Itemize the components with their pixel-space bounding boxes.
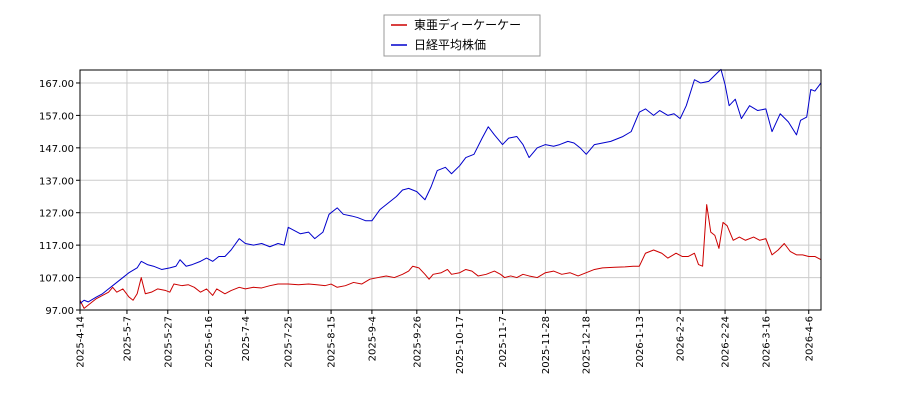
x-tick-label: 2025-9-26 xyxy=(412,316,423,368)
x-tick-label: 2025-11-7 xyxy=(498,316,509,368)
x-tick-label: 2025-7-4 xyxy=(241,316,252,361)
y-axis-ticks: 97.00 107.00 117.00 127.00 137.00 147.00 157.0… xyxy=(39,79,80,317)
y-tick-label: 127.00 xyxy=(39,209,74,220)
legend-label-nikkei: 日経平均株価 xyxy=(414,37,486,52)
y-tick-label: 97.00 xyxy=(45,306,74,317)
legend-box xyxy=(383,14,541,57)
x-axis-ticks: 2025-4-14 2025-5-7 2025-5-27 2025-6-16 2025-… xyxy=(76,310,815,374)
legend-label-toa-dkk: 東亜ディーケーケー xyxy=(414,17,521,32)
y-tick-label: 147.00 xyxy=(39,144,74,155)
y-tick-label: 107.00 xyxy=(39,274,74,285)
x-tick-label: 2025-6-16 xyxy=(204,316,215,368)
x-tick-label: 2025-4-14 xyxy=(76,316,87,368)
y-tick-label: 117.00 xyxy=(39,241,74,252)
grid xyxy=(79,70,821,311)
x-tick-label: 2025-11-28 xyxy=(541,316,552,374)
series-line-nikkei xyxy=(79,68,822,304)
x-tick-label: 2026-3-16 xyxy=(761,316,772,368)
x-tick-label: 2025-9-4 xyxy=(367,316,378,361)
x-tick-label: 2025-5-27 xyxy=(163,316,174,368)
x-tick-label: 2025-10-17 xyxy=(455,316,466,374)
x-tick-label: 2026-4-6 xyxy=(804,316,815,361)
x-tick-label: 2026-2-24 xyxy=(721,316,732,368)
plot-frame xyxy=(79,69,822,311)
y-tick-label: 137.00 xyxy=(39,176,74,187)
x-tick-label: 2025-8-15 xyxy=(327,316,338,368)
x-tick-label: 2025-12-18 xyxy=(582,316,593,374)
legend: 東亜ディーケーケー 日経平均株価 xyxy=(383,14,541,57)
series-lines xyxy=(79,68,822,309)
x-tick-label: 2025-7-25 xyxy=(284,316,295,368)
y-tick-label: 157.00 xyxy=(39,111,74,122)
x-tick-label: 2025-5-7 xyxy=(122,316,133,361)
y-tick-label: 167.00 xyxy=(39,79,74,90)
series-line-toa-dkk xyxy=(79,204,822,309)
x-tick-label: 2026-2-2 xyxy=(676,316,687,361)
x-tick-label: 2026-1-13 xyxy=(635,316,646,368)
